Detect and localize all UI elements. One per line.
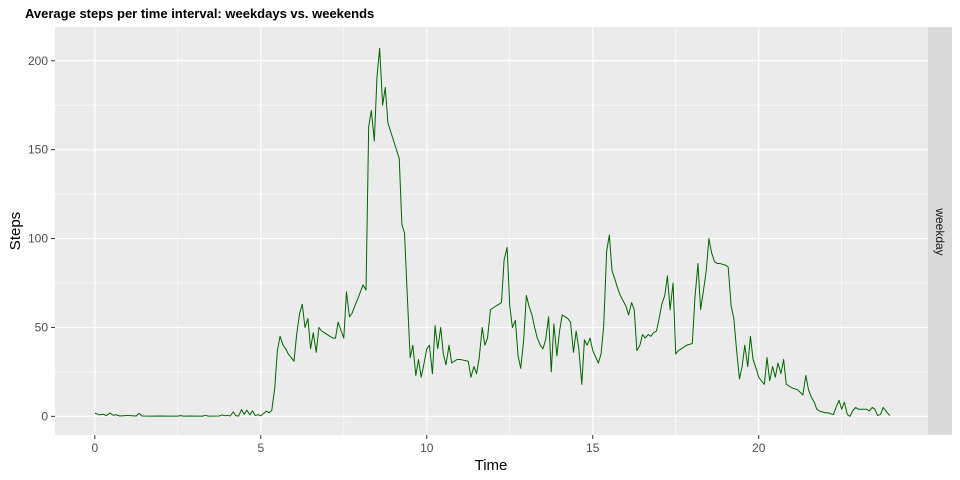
x-tick-label: 10 (420, 441, 434, 455)
y-tick-label: 150 (28, 143, 48, 157)
x-tick-label: 5 (257, 441, 264, 455)
x-axis-title: Time (475, 457, 508, 474)
series-layer (94, 47, 891, 417)
x-axis: 0 5 10 15 20 (91, 435, 766, 455)
major-gridlines (55, 27, 928, 435)
minor-gridlines (55, 27, 928, 435)
y-tick-label: 50 (35, 320, 49, 334)
x-tick-label: 0 (91, 441, 98, 455)
series-line (94, 47, 891, 417)
chart-title: Average steps per time interval: weekday… (25, 6, 375, 21)
y-axis-title: Steps (7, 212, 24, 250)
x-tick-label: 15 (586, 441, 600, 455)
facet-strip-label: weekday (933, 207, 947, 255)
x-tick-label: 20 (752, 441, 766, 455)
y-axis: 0 50 100 150 200 (28, 54, 55, 423)
y-tick-label: 200 (28, 54, 48, 68)
y-tick-label: 100 (28, 232, 48, 246)
facet-strip (928, 27, 952, 435)
plot-panel (55, 27, 928, 435)
y-tick-label: 0 (41, 409, 48, 423)
